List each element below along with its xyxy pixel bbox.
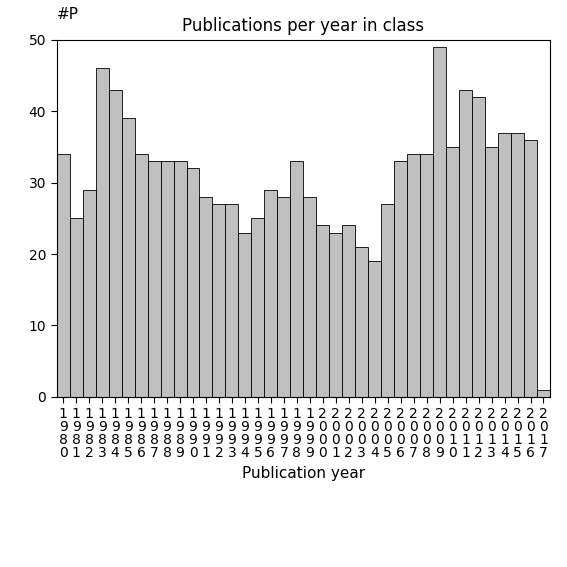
Bar (160, 161, 174, 397)
Bar (213, 204, 226, 397)
Bar (200, 197, 213, 397)
Bar (251, 218, 264, 397)
Bar (264, 190, 277, 397)
Bar (459, 90, 472, 397)
Bar (342, 226, 356, 397)
Bar (303, 197, 316, 397)
Bar (407, 154, 420, 397)
Bar (498, 133, 511, 397)
Bar (109, 90, 121, 397)
Bar (57, 154, 70, 397)
Title: Publications per year in class: Publications per year in class (182, 18, 425, 35)
Bar (290, 161, 303, 397)
Bar (433, 47, 446, 397)
Bar (485, 147, 498, 397)
Bar (174, 161, 187, 397)
Bar (121, 119, 134, 397)
Bar (226, 204, 239, 397)
X-axis label: Publication year: Publication year (242, 466, 365, 481)
Text: #P: #P (57, 7, 79, 22)
Bar (187, 168, 200, 397)
Bar (316, 226, 329, 397)
Bar (381, 204, 394, 397)
Bar (83, 190, 96, 397)
Bar (420, 154, 433, 397)
Bar (147, 161, 160, 397)
Bar (368, 261, 381, 397)
Bar (511, 133, 524, 397)
Bar (134, 154, 147, 397)
Bar (472, 97, 485, 397)
Bar (356, 247, 368, 397)
Bar (239, 232, 251, 397)
Bar (329, 232, 342, 397)
Bar (524, 139, 537, 397)
Bar (446, 147, 459, 397)
Bar (537, 390, 550, 397)
Bar (70, 218, 83, 397)
Bar (277, 197, 290, 397)
Bar (96, 68, 109, 397)
Bar (394, 161, 407, 397)
